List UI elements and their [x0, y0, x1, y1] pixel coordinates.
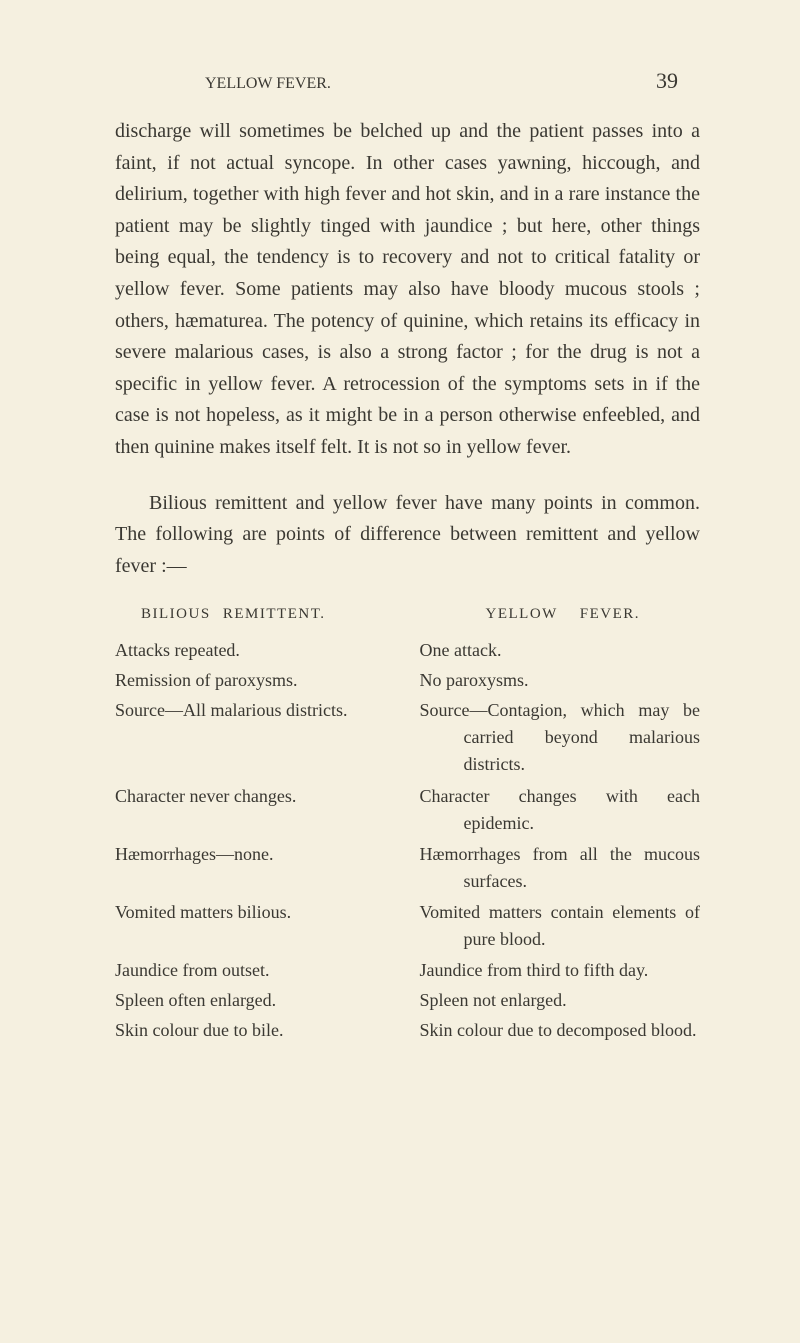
table-row: One attack. — [420, 637, 701, 665]
running-title: YELLOW FEVER. — [205, 75, 331, 93]
table-row: Spleen often enlarged. — [115, 987, 396, 1015]
table-row: Hæmorrhages from all the mucous surfaces… — [420, 841, 701, 897]
document-page: YELLOW FEVER. 39 discharge will sometime… — [0, 0, 800, 1135]
table-row: Hæmorrhages—none. — [115, 841, 396, 897]
table-row: Jaundice from third to fifth day. — [420, 957, 701, 985]
table-row: Character changes with each epidemic. — [420, 783, 701, 839]
table-column-right: YELLOW FEVER. One attack. No paroxysms. … — [408, 606, 701, 1075]
paragraph-1: discharge will sometimes be belched up a… — [115, 116, 700, 464]
table-row: Vomited matters bilious. — [115, 899, 396, 955]
table-row: Remission of paroxysms. — [115, 667, 396, 695]
column-header-right: YELLOW FEVER. — [420, 606, 701, 623]
table-row: Vomited matters contain elements of pure… — [420, 899, 701, 955]
page-number: 39 — [656, 68, 678, 94]
table-row: Attacks repeated. — [115, 637, 396, 665]
table-row: Skin colour due to bile. — [115, 1017, 396, 1073]
table-row: No paroxysms. — [420, 667, 701, 695]
table-row: Spleen not enlarged. — [420, 987, 701, 1015]
column-header-left: BILIOUS REMITTENT. — [115, 606, 396, 623]
page-header: YELLOW FEVER. 39 — [115, 68, 700, 94]
table-row: Character never changes. — [115, 783, 396, 839]
table-row: Jaundice from outset. — [115, 957, 396, 985]
paragraph-2: Bilious remittent and yellow fever have … — [115, 488, 700, 583]
table-row: Source—Contagion, which may be carried b… — [420, 697, 701, 781]
table-column-left: BILIOUS REMITTENT. Attacks repeated. Rem… — [115, 606, 408, 1075]
table-row: Source—All malarious districts. — [115, 697, 396, 781]
table-row: Skin colour due to decomposed blood. — [420, 1017, 701, 1073]
comparison-table: BILIOUS REMITTENT. Attacks repeated. Rem… — [115, 606, 700, 1075]
